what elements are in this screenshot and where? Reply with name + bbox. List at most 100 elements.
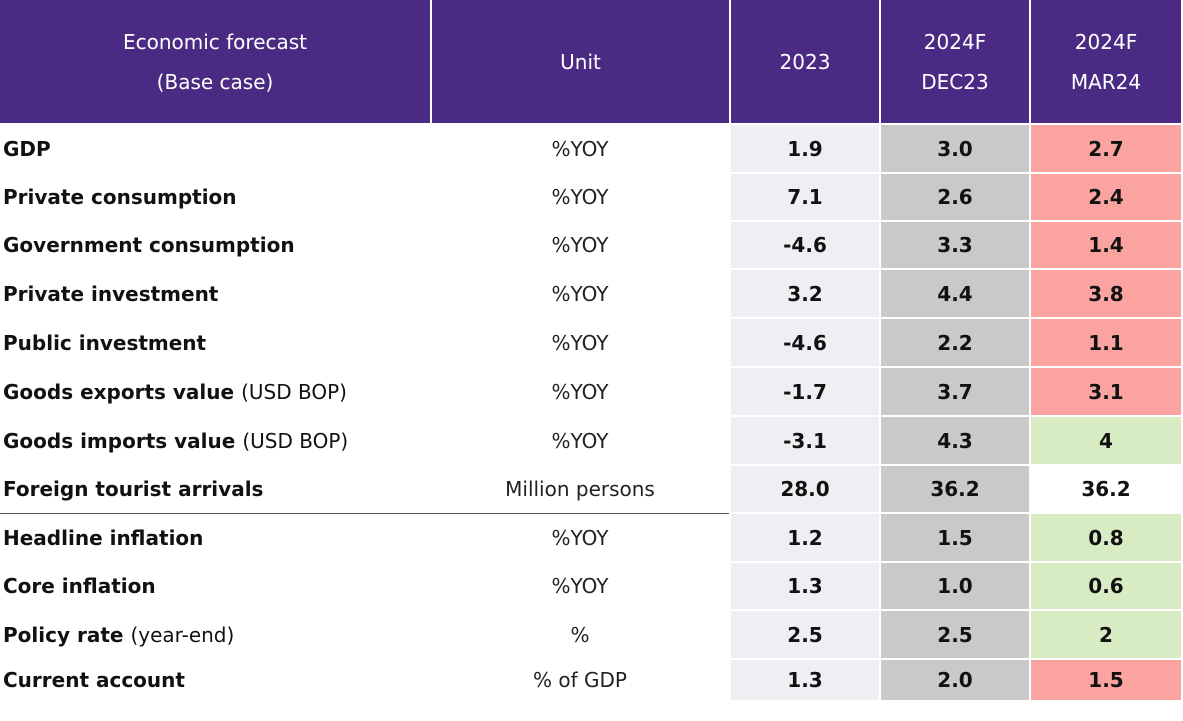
value-mar24-cell: 1.4 — [1031, 222, 1181, 268]
value-mar24-cell: 0.8 — [1031, 514, 1181, 561]
value-mar24-cell: 2.4 — [1031, 174, 1181, 220]
header-indicator-line1: Economic forecast — [122, 29, 308, 54]
table-row: Government consumption %YOY -4.6 3.3 1.4 — [0, 222, 1183, 268]
value-2023-cell: 2.5 — [731, 611, 879, 658]
header-indicator: Economic forecast (Base case) — [0, 0, 430, 123]
section-divider — [0, 513, 729, 514]
value-dec23-cell: 2.6 — [881, 174, 1029, 220]
unit-cell: %YOY — [551, 574, 609, 598]
row-label: Headline inflation — [0, 514, 430, 561]
header-2024f-mar24: 2024F MAR24 — [1031, 0, 1181, 123]
table-row: Goods imports value (USD BOP) %YOY -3.1 4.3 4 — [0, 417, 1183, 464]
unit-cell: %YOY — [551, 136, 609, 161]
unit-cell: % of GDP — [533, 668, 627, 692]
value-dec23-cell: 3.7 — [881, 368, 1029, 415]
table-row: Headline inflation %YOY 1.2 1.5 0.8 — [0, 514, 1183, 561]
table-row: Policy rate (year-end)% 2.5 2.5 2 — [0, 611, 1183, 658]
value-2023-cell: -4.6 — [731, 222, 879, 268]
header-2023: 2023 — [731, 0, 879, 123]
row-label: GDP — [0, 125, 430, 172]
value-dec23-cell: 2.2 — [881, 319, 1029, 366]
value-2023-cell: -3.1 — [731, 417, 879, 464]
row-label-text: Current account — [3, 668, 185, 692]
value-mar24-cell: 1.1 — [1031, 319, 1181, 366]
unit-cell: %YOY — [551, 428, 609, 453]
table-row: Core inflation %YOY 1.3 1.0 0.6 — [0, 563, 1183, 609]
header-2023-label: 2023 — [779, 49, 831, 74]
header-dec-line1: 2024F — [923, 29, 987, 54]
table-row: Private consumption %YOY 7.1 2.6 2.4 — [0, 174, 1183, 220]
unit-cell: %YOY — [551, 233, 609, 257]
row-label-note: (year-end) — [130, 622, 235, 647]
row-label-text: Public investment — [3, 330, 207, 355]
value-2023-cell: -1.7 — [731, 368, 879, 415]
header-unit: Unit — [432, 0, 729, 123]
unit-cell: %YOY — [551, 525, 609, 550]
value-mar24-cell: 3.1 — [1031, 368, 1181, 415]
value-dec23-cell: 36.2 — [881, 466, 1029, 512]
table-row: Current account % of GDP 1.3 2.0 1.5 — [0, 660, 1183, 700]
value-2023-cell: 28.0 — [731, 466, 879, 512]
row-label: Policy rate (year-end) — [0, 611, 430, 658]
row-label-note: (USD BOP) — [242, 428, 349, 453]
row-label-text: Core inflation — [3, 574, 156, 598]
row-label-text: Headline inflation — [3, 525, 204, 550]
unit-cell: % — [570, 622, 590, 647]
header-unit-label: Unit — [560, 49, 601, 74]
value-dec23-cell: 4.3 — [881, 417, 1029, 464]
value-mar24-cell: 4 — [1031, 417, 1181, 464]
value-2023-cell: 1.3 — [731, 660, 879, 700]
value-2023-cell: 7.1 — [731, 174, 879, 220]
row-label-text: Foreign tourist arrivals — [3, 477, 264, 501]
row-label: Public investment — [0, 319, 430, 366]
row-label: Private investment — [0, 270, 430, 317]
header-indicator-line2: (Base case) — [156, 69, 274, 94]
row-label-text: Goods exports value — [3, 379, 235, 404]
header-mar-line2: MAR24 — [1070, 69, 1142, 94]
value-dec23-cell: 1.0 — [881, 563, 1029, 609]
row-label: Private consumption — [0, 174, 430, 220]
unit-cell: %YOY — [551, 330, 609, 355]
value-mar24-cell: 36.2 — [1031, 466, 1181, 512]
table-row: Foreign tourist arrivals Million persons 2… — [0, 466, 1183, 512]
header-mar-line1: 2024F — [1074, 29, 1138, 54]
table-row: Private investment %YOY 3.2 4.4 3.8 — [0, 270, 1183, 317]
value-dec23-cell: 2.5 — [881, 611, 1029, 658]
table-row: Public investment %YOY -4.6 2.2 1.1 — [0, 319, 1183, 366]
value-2023-cell: 1.3 — [731, 563, 879, 609]
row-label: Foreign tourist arrivals — [0, 466, 430, 512]
value-dec23-cell: 4.4 — [881, 270, 1029, 317]
row-label-text: Private consumption — [3, 185, 237, 209]
header-dec-line2: DEC23 — [921, 69, 989, 94]
value-2023-cell: 1.2 — [731, 514, 879, 561]
value-mar24-cell: 1.5 — [1031, 660, 1181, 700]
row-label-text: Private investment — [3, 281, 219, 306]
row-label-text: Goods imports value — [3, 428, 236, 453]
value-mar24-cell: 0.6 — [1031, 563, 1181, 609]
table-row: GDP %YOY 1.9 3.0 2.7 — [0, 125, 1183, 172]
unit-cell: %YOY — [551, 185, 609, 209]
value-mar24-cell: 3.8 — [1031, 270, 1181, 317]
row-label: Current account — [0, 660, 430, 700]
value-2023-cell: 1.9 — [731, 125, 879, 172]
row-label: Goods imports value (USD BOP) — [0, 417, 430, 464]
row-label: Government consumption — [0, 222, 430, 268]
row-label-note: (USD BOP) — [241, 379, 347, 404]
row-label: Core inflation — [0, 563, 430, 609]
unit-cell: %YOY — [551, 379, 609, 404]
header-2024f-dec23: 2024F DEC23 — [881, 0, 1029, 123]
value-dec23-cell: 3.0 — [881, 125, 1029, 172]
row-label: Goods exports value (USD BOP) — [0, 368, 430, 415]
value-mar24-cell: 2.7 — [1031, 125, 1181, 172]
value-2023-cell: -4.6 — [731, 319, 879, 366]
table-row: Goods exports value (USD BOP) %YOY -1.7 3.7 3… — [0, 368, 1183, 415]
unit-cell: Million persons — [505, 477, 655, 501]
row-label-text: Policy rate — [3, 622, 124, 647]
value-2023-cell: 3.2 — [731, 270, 879, 317]
value-dec23-cell: 2.0 — [881, 660, 1029, 700]
value-dec23-cell: 3.3 — [881, 222, 1029, 268]
value-dec23-cell: 1.5 — [881, 514, 1029, 561]
unit-cell: %YOY — [551, 281, 609, 306]
value-mar24-cell: 2 — [1031, 611, 1181, 658]
